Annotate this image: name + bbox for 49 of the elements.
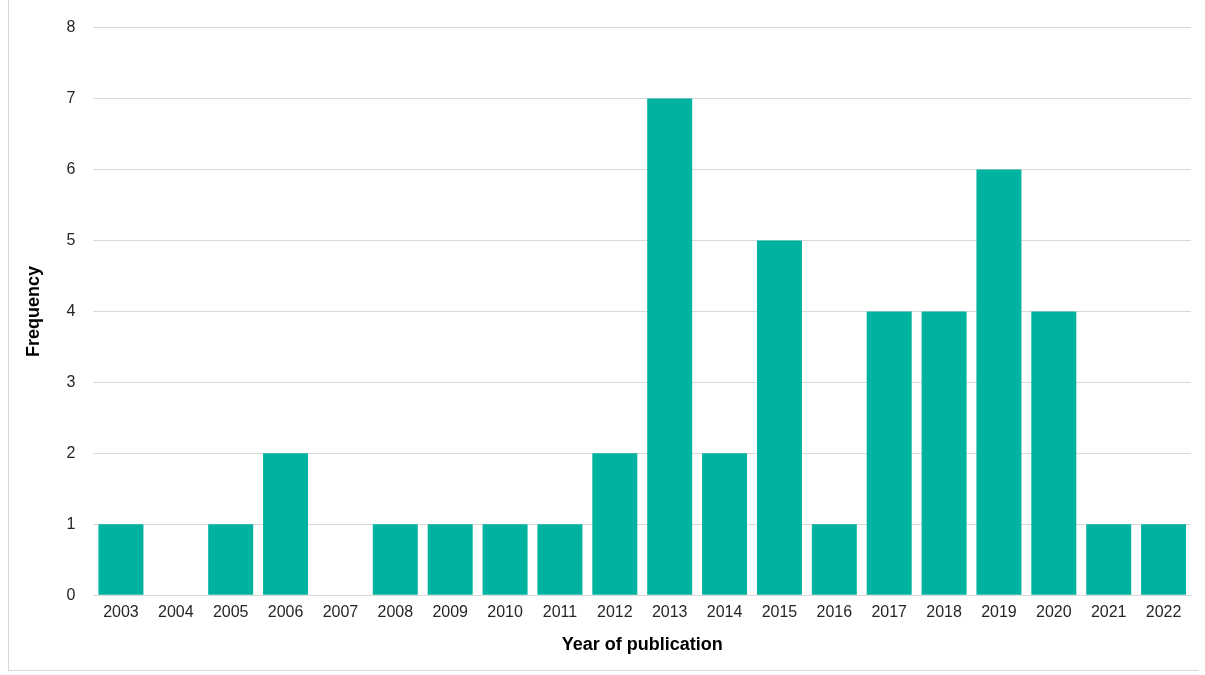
y-tick-label: 6 — [66, 159, 76, 177]
x-tick-label: 2009 — [432, 603, 469, 621]
bar — [482, 524, 528, 595]
bar — [1141, 524, 1187, 595]
x-tick-label: 2003 — [103, 603, 139, 621]
x-tick-label: 2019 — [981, 603, 1017, 621]
bar — [866, 311, 912, 595]
bar — [537, 524, 583, 595]
x-tick-label: 2015 — [761, 603, 798, 621]
y-tick-label: 2 — [66, 443, 76, 461]
x-tick-label: 2020 — [1036, 603, 1072, 621]
x-tick-label: 2014 — [706, 603, 743, 621]
y-axis-title: Frequency — [22, 265, 43, 357]
x-tick-label: 2007 — [322, 603, 359, 621]
bar — [647, 98, 693, 595]
x-tick-label: 2021 — [1090, 603, 1127, 621]
y-tick-label: 5 — [66, 230, 76, 248]
bar — [921, 311, 967, 595]
x-tick-label: 2008 — [377, 603, 414, 621]
x-tick-label: 2016 — [816, 603, 853, 621]
y-tick-label: 4 — [66, 301, 76, 319]
bar — [98, 524, 144, 595]
x-tick-label: 2013 — [651, 603, 688, 621]
x-tick-label: 2018 — [926, 603, 962, 621]
bar — [372, 524, 418, 595]
x-tick-label: 2010 — [487, 603, 523, 621]
bar — [592, 453, 638, 595]
x-tick-label: 2022 — [1145, 603, 1182, 621]
bar — [263, 453, 309, 595]
y-tick-label: 3 — [66, 372, 76, 390]
bar — [976, 169, 1022, 595]
y-tick-label: 0 — [66, 585, 76, 603]
y-tick-label: 1 — [66, 514, 76, 532]
bar — [702, 453, 748, 595]
bar — [756, 240, 802, 595]
y-tick-label: 7 — [66, 88, 76, 106]
x-tick-label: 2005 — [212, 603, 249, 621]
x-tick-label: 2004 — [158, 603, 194, 621]
bar — [811, 524, 857, 595]
x-tick-label: 2006 — [267, 603, 304, 621]
x-tick-label: 2011 — [542, 603, 578, 621]
bar — [1031, 311, 1077, 595]
bar — [427, 524, 473, 595]
x-tick-label: 2017 — [871, 603, 908, 621]
x-tick-label: 2012 — [597, 603, 633, 621]
x-axis-title: Year of publication — [561, 634, 723, 655]
bar — [208, 524, 254, 595]
y-tick-label: 8 — [66, 18, 76, 36]
bar — [1086, 524, 1132, 595]
